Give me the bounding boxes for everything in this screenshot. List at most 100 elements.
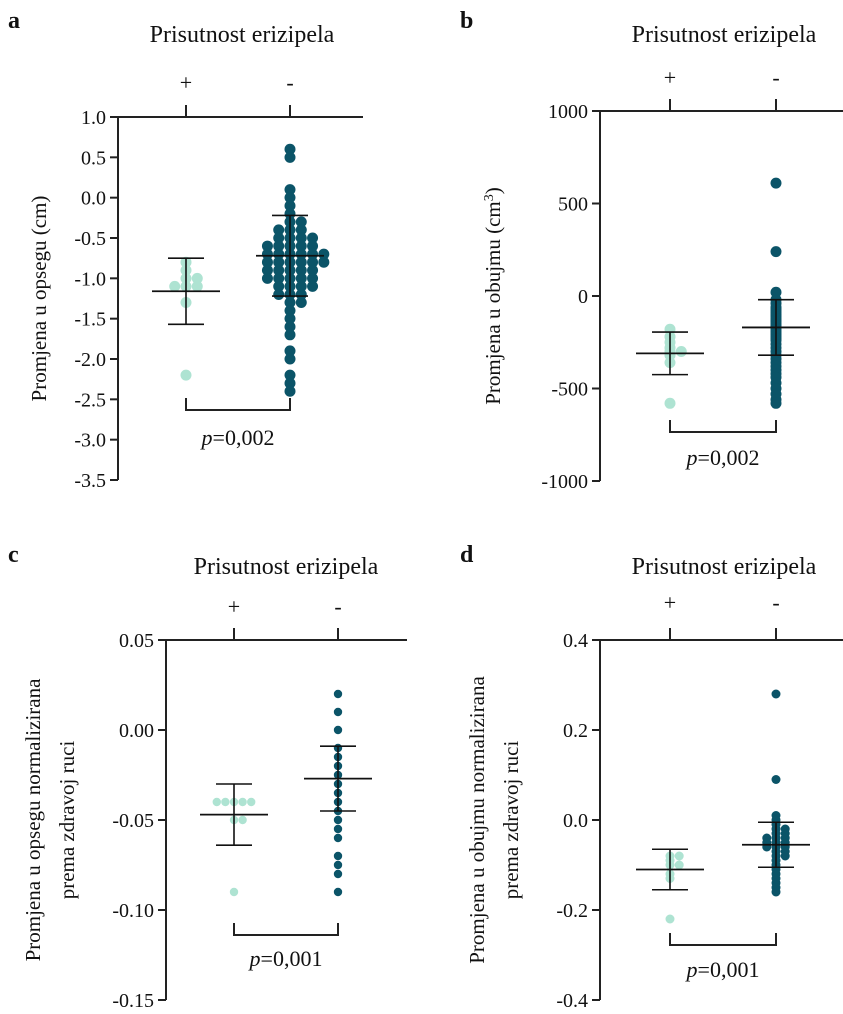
y-tick-label: -1.0 (74, 268, 106, 290)
chart-title: Prisutnost erizipela (632, 22, 817, 48)
data-point (284, 377, 296, 389)
data-point (284, 313, 296, 325)
data-point (307, 256, 319, 268)
y-axis-label-line2: prema zdravoj ruci (499, 741, 523, 900)
data-point (295, 224, 307, 236)
y-tick-label: -3.0 (74, 430, 106, 452)
y-tick-label: -1000 (541, 471, 588, 493)
y-axis-label: Promjena u obujmu normalizirana (465, 676, 489, 964)
data-point (284, 353, 296, 365)
data-point (284, 184, 296, 196)
y-tick-label: 1000 (548, 101, 588, 123)
data-point (333, 887, 343, 897)
y-tick-label: -0.5 (74, 228, 106, 250)
data-point (333, 707, 343, 717)
data-point (307, 264, 319, 276)
category-label: + (664, 65, 676, 90)
data-point (284, 192, 296, 204)
data-point (770, 177, 782, 189)
y-axis-label: Promjena u opsegu (cm) (27, 196, 51, 402)
data-point (191, 272, 203, 284)
panel-letter: b (460, 8, 473, 34)
data-point (191, 280, 203, 292)
data-point (273, 232, 285, 244)
panel-c: c Prisutnost erizipela+ -0.050.00-0.05-0.1… (8, 542, 407, 1012)
data-point (273, 224, 285, 236)
data-point (333, 833, 343, 843)
data-point (261, 248, 273, 260)
data-point (295, 272, 307, 284)
data-point (284, 143, 296, 155)
y-axis-label: Promjena u opsegu normalizirana (21, 678, 45, 962)
category-label: - (334, 594, 341, 619)
data-point (221, 797, 230, 807)
data-point (770, 397, 782, 409)
data-point (674, 851, 684, 861)
data-point (333, 824, 343, 834)
y-tick-label: -0.2 (556, 900, 588, 922)
data-point (261, 256, 273, 268)
data-point (333, 860, 343, 870)
data-point (333, 815, 343, 825)
data-point (307, 280, 319, 292)
data-point (273, 280, 285, 292)
data-point (284, 200, 296, 212)
y-tick-label: 0.05 (119, 630, 154, 652)
data-point (212, 797, 221, 807)
data-point (284, 151, 296, 163)
data-point (771, 689, 781, 699)
data-point (674, 860, 684, 870)
data-point (295, 248, 307, 260)
data-point (169, 280, 181, 292)
significance-bracket (669, 933, 777, 946)
significance-bracket (233, 923, 339, 936)
y-tick-label: -3.5 (74, 470, 106, 492)
chart-title: Prisutnost erizipela (632, 554, 817, 580)
data-point (238, 815, 247, 825)
data-point (295, 280, 307, 292)
data-point (295, 216, 307, 228)
significance-bracket (185, 398, 291, 411)
data-point (770, 246, 782, 258)
data-point (284, 305, 296, 317)
data-point (307, 240, 319, 252)
chart-title: Prisutnost erizipela (150, 22, 335, 48)
y-tick-label: 1.0 (81, 107, 106, 129)
p-value-label: p=0,002 (685, 445, 760, 470)
data-point (284, 208, 296, 220)
p-value-label: p=0,001 (248, 946, 323, 971)
y-tick-label: 0.4 (563, 630, 588, 652)
data-point (261, 264, 273, 276)
data-point (273, 288, 285, 300)
data-point (771, 887, 781, 897)
data-point (284, 345, 296, 357)
y-tick-label: -0.15 (112, 990, 154, 1012)
data-point (333, 689, 343, 699)
significance-bracket (669, 420, 777, 433)
data-point (333, 725, 343, 735)
y-axis-label: Promjena u obujmu (cm3) (481, 187, 505, 405)
category-label: - (286, 70, 293, 95)
chart-title: Prisutnost erizipela (194, 554, 379, 580)
data-point (284, 369, 296, 381)
p-value-label: p=0,001 (685, 957, 760, 982)
y-tick-label: -0.05 (112, 810, 154, 832)
panel-letter: c (8, 542, 19, 568)
y-tick-label: -1.5 (74, 309, 106, 331)
y-tick-label: -2.5 (74, 389, 106, 411)
data-point (261, 240, 273, 252)
data-point (273, 264, 285, 276)
y-tick-label: -2.0 (74, 349, 106, 371)
data-point (771, 775, 781, 784)
data-point (295, 232, 307, 244)
data-point (295, 240, 307, 252)
data-point (307, 232, 319, 244)
data-point (780, 851, 790, 861)
data-point (180, 369, 192, 381)
data-point (229, 887, 239, 897)
data-point (664, 397, 676, 409)
panel-letter: d (460, 542, 474, 568)
